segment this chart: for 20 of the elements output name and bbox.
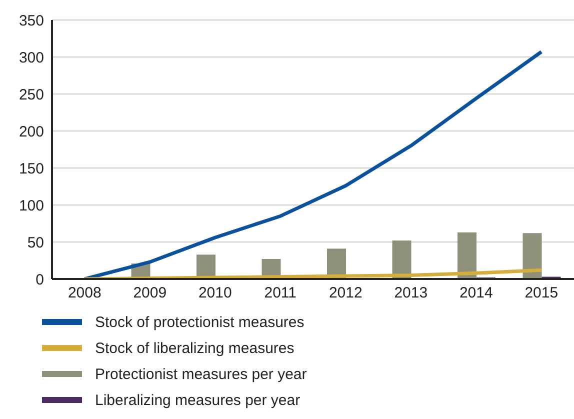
y-tick-label: 350 <box>18 12 44 30</box>
x-tick-label: 2009 <box>133 284 167 302</box>
legend-label: Stock of protectionist measures <box>95 314 304 330</box>
x-tick-label: 2008 <box>68 284 102 302</box>
y-tick-label: 300 <box>18 49 44 66</box>
x-tick-label: 2010 <box>198 284 232 302</box>
y-tick-label: 200 <box>18 123 44 140</box>
x-tick-label: 2013 <box>394 284 428 302</box>
legend-label: Stock of liberalizing measures <box>95 340 294 356</box>
x-tick-label: 2014 <box>459 284 493 302</box>
y-tick-label: 100 <box>18 197 44 214</box>
x-tick-label: 2011 <box>264 284 297 302</box>
y-tick-label: 250 <box>18 86 44 104</box>
x-tick-label: 2012 <box>328 284 362 302</box>
y-tick-label: 0 <box>36 271 44 288</box>
x-tick-label: 2015 <box>524 284 558 302</box>
y-tick-label: 50 <box>27 234 44 252</box>
legend-label: Protectionist measures per year <box>95 366 307 382</box>
legend-label: Liberalizing measures per year <box>95 392 300 408</box>
y-tick-label: 150 <box>18 160 44 178</box>
